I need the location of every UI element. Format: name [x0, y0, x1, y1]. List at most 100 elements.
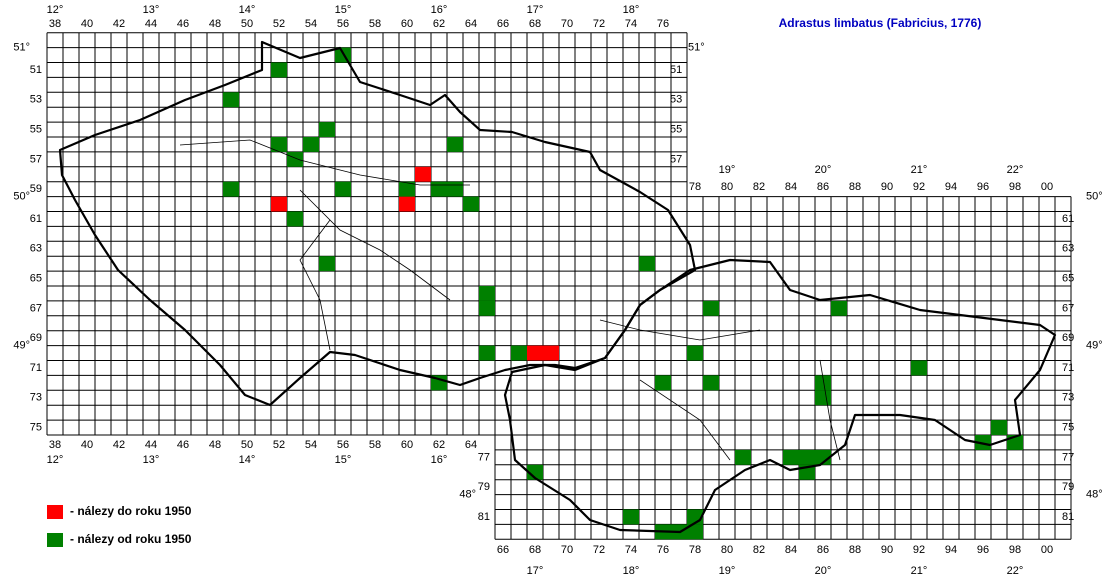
column-label: 44 [145, 439, 157, 451]
column-label: 86 [817, 544, 829, 556]
longitude-label: 22° [1007, 565, 1024, 577]
column-label: 00 [1041, 181, 1053, 193]
row-label: 69 [30, 332, 42, 344]
latitude-label: 49° [1086, 340, 1103, 352]
row-label: 75 [1062, 421, 1074, 433]
column-label: 56 [337, 439, 349, 451]
record-cell [287, 151, 303, 167]
longitude-label: 17° [527, 4, 544, 16]
column-label: 50 [241, 18, 253, 30]
column-label: 42 [113, 439, 125, 451]
column-label: 76 [657, 18, 669, 30]
column-label: 78 [689, 544, 701, 556]
longitude-label: 20° [815, 164, 832, 176]
column-label: 70 [561, 544, 573, 556]
column-label: 62 [433, 18, 445, 30]
column-label: 74 [625, 18, 637, 30]
column-label: 56 [337, 18, 349, 30]
czech-border [58, 40, 697, 407]
column-label: 88 [849, 181, 861, 193]
column-label: 64 [465, 439, 477, 451]
legend-swatch [47, 505, 63, 519]
column-label: 72 [593, 18, 605, 30]
river [179, 139, 841, 461]
longitude-label: 14° [239, 454, 256, 466]
row-label: 55 [30, 123, 42, 135]
longitude-label: 16° [431, 454, 448, 466]
record-cell [319, 256, 335, 272]
column-label: 92 [913, 544, 925, 556]
record-cell [783, 449, 799, 465]
row-label: 77 [478, 451, 490, 463]
column-label: 48 [209, 439, 221, 451]
row-label: 53 [30, 94, 42, 106]
longitude-label: 13° [143, 454, 160, 466]
column-label: 52 [273, 439, 285, 451]
column-label: 94 [945, 181, 957, 193]
row-label: 81 [478, 511, 490, 523]
legend-label: - nálezy do roku 1950 [70, 504, 192, 518]
record-cell [223, 92, 239, 108]
record-cell [703, 375, 719, 391]
column-label: 68 [529, 18, 541, 30]
column-label: 46 [177, 439, 189, 451]
column-label: 00 [1041, 544, 1053, 556]
borders [58, 40, 1057, 534]
row-label: 63 [1062, 243, 1074, 255]
column-label: 92 [913, 181, 925, 193]
record-cell [447, 137, 463, 152]
column-label: 82 [753, 544, 765, 556]
record-cell [399, 181, 415, 197]
row-label: 73 [1062, 392, 1074, 404]
column-label: 72 [593, 544, 605, 556]
latitude-label: 51° [13, 42, 30, 54]
longitude-label: 18° [623, 565, 640, 577]
column-label: 84 [785, 181, 797, 193]
row-label: 57 [670, 153, 682, 165]
row-label: 61 [1062, 213, 1074, 225]
column-label: 40 [81, 18, 93, 30]
column-label: 54 [305, 439, 317, 451]
column-label: 60 [401, 18, 413, 30]
record-cell [319, 122, 335, 137]
column-label: 82 [753, 181, 765, 193]
record-cell [271, 137, 287, 152]
record-cell [511, 345, 527, 361]
row-label: 79 [1062, 481, 1074, 493]
latitude-label: 50° [1086, 191, 1103, 203]
column-label: 58 [369, 18, 381, 30]
column-label: 60 [401, 439, 413, 451]
row-label: 59 [30, 183, 42, 195]
longitude-label: 19° [719, 565, 736, 577]
latitude-label: 51° [688, 42, 705, 54]
column-label: 58 [369, 439, 381, 451]
record-cell [303, 137, 319, 152]
column-label: 94 [945, 544, 957, 556]
legend-label: - nálezy od roku 1950 [70, 532, 192, 546]
row-label: 73 [30, 392, 42, 404]
column-label: 40 [81, 439, 93, 451]
record-cell [815, 449, 831, 465]
record-cell [287, 211, 303, 227]
row-label: 65 [30, 272, 42, 284]
longitude-label: 20° [815, 565, 832, 577]
title: Adrastus limbatus (Fabricius, 1776) [779, 16, 982, 30]
record-cell [831, 300, 847, 316]
row-label: 65 [1062, 272, 1074, 284]
record-cell [703, 300, 719, 316]
record-cell [815, 390, 831, 406]
row-label: 53 [670, 94, 682, 106]
record-cell [431, 181, 447, 197]
record-cell [271, 196, 287, 212]
longitude-label: 22° [1007, 164, 1024, 176]
column-label: 38 [49, 439, 61, 451]
column-label: 48 [209, 18, 221, 30]
column-label: 68 [529, 544, 541, 556]
record-cell [223, 181, 239, 197]
record-cell [479, 286, 495, 301]
row-label: 69 [1062, 332, 1074, 344]
record-cell [527, 464, 543, 480]
record-cell [687, 345, 703, 361]
record-cell [479, 345, 495, 361]
record-cell [639, 256, 655, 272]
